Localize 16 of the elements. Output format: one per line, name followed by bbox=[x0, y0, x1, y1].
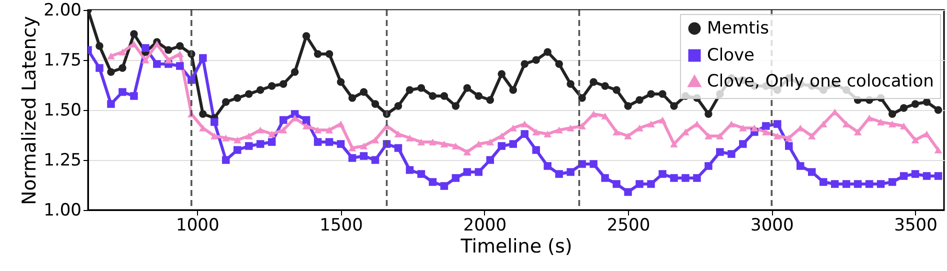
x-tick-label: 1000 bbox=[176, 216, 220, 236]
x-tick-label: 2000 bbox=[463, 216, 507, 236]
x-tick-label: 2500 bbox=[606, 216, 650, 236]
y-tick-label: 1.50 bbox=[44, 100, 82, 120]
legend-label: Memtis bbox=[707, 18, 770, 38]
y-tick-label: 1.25 bbox=[44, 150, 82, 170]
legend-label: Clove, Only one colocation bbox=[707, 72, 934, 92]
x-axis-title: Timeline (s) bbox=[460, 236, 572, 258]
x-tick-label: 3500 bbox=[894, 216, 938, 236]
y-tick-label: 2.00 bbox=[44, 0, 82, 20]
x-tick-label: 1500 bbox=[320, 216, 363, 236]
y-tick-label: 1.00 bbox=[44, 200, 82, 220]
y-tick-label: 1.75 bbox=[44, 50, 82, 70]
y-axis-title: Normalized Latency bbox=[18, 16, 41, 205]
legend-label: Clove bbox=[707, 46, 755, 66]
x-tick-label: 3000 bbox=[750, 216, 794, 236]
